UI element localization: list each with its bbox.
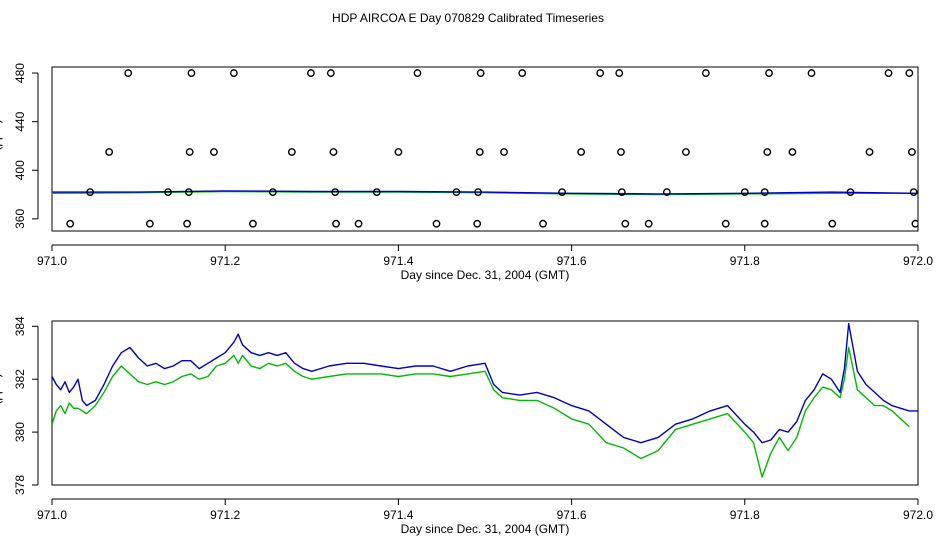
x-tick-label: 971.0 <box>37 508 67 522</box>
calibration-point <box>210 148 218 156</box>
calibration-point <box>760 219 769 228</box>
calibration-point <box>145 219 154 228</box>
y-axis-title: CO2 (ppm) <box>0 373 3 432</box>
calibration-point <box>307 69 315 77</box>
calibration-point <box>326 69 335 77</box>
y-tick-label: 384 <box>13 316 27 336</box>
series-line-1 <box>52 190 918 195</box>
calibration-point <box>644 219 653 228</box>
panel-top: 971.0 971.2 971.4 971.6 971.8 972.0 Day since … <box>0 63 933 282</box>
y-tick-label: 400 <box>13 160 27 180</box>
calibration-point <box>66 219 75 228</box>
calibration-point <box>229 69 238 77</box>
calibration-point <box>413 69 422 77</box>
x-tick-label: 971.0 <box>37 254 67 268</box>
calibration-point <box>184 188 193 197</box>
calibration-point <box>183 219 191 228</box>
calibration-point <box>539 219 547 228</box>
calibration-point <box>596 69 605 77</box>
y-tick-label: 382 <box>13 369 27 389</box>
calibration-point <box>701 69 710 77</box>
x-axis-title: Day since Dec. 31, 2004 (GMT) <box>401 268 570 282</box>
plot-data <box>52 69 918 228</box>
x-tick-label: 971.6 <box>557 508 587 522</box>
x-tick-label: 971.4 <box>383 508 413 522</box>
calibration-point <box>865 148 874 156</box>
y-tick-label: 480 <box>13 63 27 83</box>
calibration-point <box>615 69 624 77</box>
calibration-point <box>662 188 671 197</box>
x-tick-label: 971.4 <box>383 254 413 268</box>
y-tick-label: 440 <box>13 111 27 131</box>
calibration-point <box>500 148 508 156</box>
calibration-point <box>617 188 626 197</box>
calibration-point <box>249 219 257 228</box>
calibration-point <box>908 148 916 156</box>
x-tick-label: 972.0 <box>903 254 933 268</box>
calibration-point <box>909 188 918 197</box>
calibration-point <box>432 219 441 228</box>
x-tick-label: 971.8 <box>730 254 760 268</box>
x-tick-label: 972.0 <box>903 508 933 522</box>
x-tick-label: 971.8 <box>730 508 760 522</box>
y-tick-label: 380 <box>13 422 27 442</box>
plot-frame <box>51 320 919 486</box>
calibration-point <box>518 69 527 77</box>
calibration-point <box>473 219 482 228</box>
panel-bottom: 971.0 971.2 971.4 971.6 971.8 972.0 Day since … <box>0 316 933 536</box>
calibration-point <box>185 148 194 156</box>
calibration-point <box>86 188 95 197</box>
x-tick-label: 971.2 <box>210 254 240 268</box>
calibration-point <box>846 188 855 197</box>
calibration-point <box>105 148 114 156</box>
calibration-point <box>911 219 918 228</box>
y-tick-label: 360 <box>13 209 27 229</box>
calibration-point <box>884 69 893 77</box>
plot-frame <box>51 66 919 232</box>
calibration-point <box>124 69 133 77</box>
y-tick-label: 378 <box>13 475 27 495</box>
chart-title: HDP AIRCOA E Day 070829 Calibrated Times… <box>332 11 604 25</box>
calibration-point <box>331 188 340 197</box>
calibration-point <box>828 219 837 228</box>
calibration-point <box>394 148 403 156</box>
calibration-point <box>740 188 749 197</box>
calibration-point <box>474 188 482 197</box>
calibration-point <box>765 69 773 77</box>
calibration-point <box>760 188 769 197</box>
calibration-point <box>807 69 816 77</box>
calibration-point <box>476 69 485 77</box>
series-line-0 <box>52 322 918 444</box>
calibration-point <box>905 69 914 77</box>
calibration-point <box>475 148 484 156</box>
calibration-point <box>558 188 566 197</box>
calibration-point <box>329 148 338 156</box>
calibration-point <box>354 219 363 228</box>
calibration-point <box>621 219 630 228</box>
calibration-point <box>682 148 690 156</box>
calibration-point <box>268 188 277 197</box>
plot-data <box>52 322 918 478</box>
series-line-1 <box>52 346 910 478</box>
calibration-point <box>372 188 381 197</box>
calibration-point <box>763 148 772 156</box>
x-tick-label: 971.2 <box>210 508 240 522</box>
calibration-point <box>788 148 797 156</box>
y-axis-title: CO2 (ppm) <box>0 119 3 178</box>
calibration-point <box>164 188 172 197</box>
calibration-point <box>287 148 296 156</box>
calibration-point <box>721 219 730 228</box>
x-axis-title: Day since Dec. 31, 2004 (GMT) <box>401 522 570 536</box>
calibration-point <box>617 148 625 156</box>
calibration-point <box>577 148 586 156</box>
calibration-point <box>452 188 461 197</box>
calibration-point <box>187 69 196 77</box>
calibration-point <box>332 219 340 228</box>
x-tick-label: 971.6 <box>557 254 587 268</box>
